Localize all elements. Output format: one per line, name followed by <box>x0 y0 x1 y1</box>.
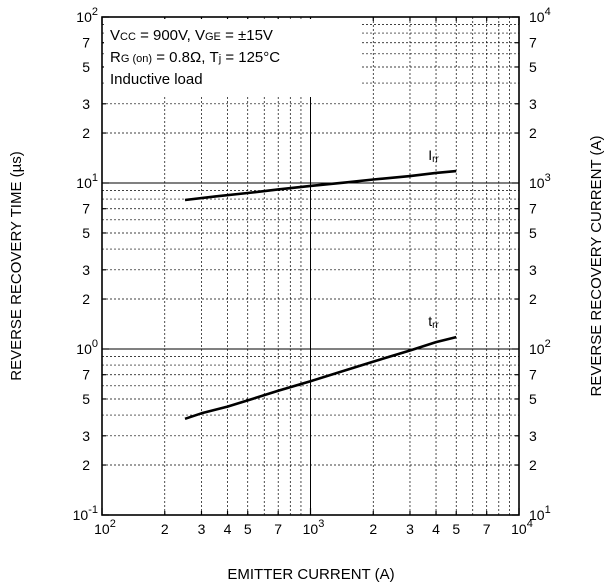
y-left-tick-label: 5 <box>82 225 90 241</box>
x-tick-label: 104 <box>511 518 533 537</box>
x-tick-labels: 102 2 3 4 5 7 103 2 3 4 5 7 104 <box>94 518 533 537</box>
series-group: Irr trr <box>184 147 457 421</box>
series-label-trr: trr <box>428 313 439 331</box>
x-tick-label: 2 <box>161 521 169 537</box>
y-left-tick-label: 5 <box>82 391 90 407</box>
y-right-tick-label: 102 <box>529 338 551 357</box>
x-tick-label: 7 <box>483 521 491 537</box>
y-left-tick-label: 2 <box>82 457 90 473</box>
x-tick-label: 5 <box>244 521 252 537</box>
y-right-tick-labels: 101 2 3 5 7 102 2 3 5 7 103 2 3 5 7 104 <box>529 6 551 523</box>
y-right-tick-label: 104 <box>529 6 551 25</box>
x-tick-label: 3 <box>198 521 206 537</box>
annotation-line: RG (on) = 0.8Ω, Tj = 125°C <box>110 49 280 66</box>
y-right-tick-label: 7 <box>529 35 537 51</box>
y-left-tick-label: 7 <box>82 367 90 383</box>
x-tick-label: 3 <box>406 521 414 537</box>
x-tick-label: 102 <box>94 518 116 537</box>
x-tick-label: 4 <box>224 521 232 537</box>
x-tick-label: 7 <box>274 521 282 537</box>
series-line-Irr <box>184 169 457 202</box>
y-left-tick-label: 2 <box>82 125 90 141</box>
y-right-tick-label: 2 <box>529 125 537 141</box>
y-left-tick-label: 10-1 <box>73 504 98 523</box>
y-right-tick-label: 3 <box>529 428 537 444</box>
y-left-tick-label: 2 <box>82 291 90 307</box>
x-tick-label: 103 <box>303 518 325 537</box>
annotation-box: VCC = 900V, VGE = ±15V RG (on) = 0.8Ω, Tj… <box>104 19 362 97</box>
annotation-background <box>104 19 362 97</box>
y-right-tick-label: 7 <box>529 201 537 217</box>
x-tick-label: 4 <box>432 521 440 537</box>
y-right-tick-label: 101 <box>529 504 551 523</box>
series-label-Irr: Irr <box>428 147 439 165</box>
y-right-tick-label: 2 <box>529 457 537 473</box>
y-right-tick-label: 2 <box>529 291 537 307</box>
y-right-tick-label: 3 <box>529 262 537 278</box>
y-right-axis-title: REVERSE RECOVERY CURRENT (A) <box>588 136 605 397</box>
y-left-tick-label: 102 <box>76 6 98 25</box>
y-right-tick-label: 5 <box>529 391 537 407</box>
x-tick-label: 2 <box>369 521 377 537</box>
y-left-tick-label: 3 <box>82 262 90 278</box>
y-left-tick-label: 101 <box>76 172 98 191</box>
y-left-tick-label: 100 <box>76 338 98 357</box>
y-left-axis-title: REVERSE RECOVERY TIME (µs) <box>8 151 25 381</box>
annotation-line: VCC = 900V, VGE = ±15V <box>110 27 273 44</box>
y-right-tick-label: 3 <box>529 96 537 112</box>
y-left-tick-label: 7 <box>82 201 90 217</box>
annotation-line: Inductive load <box>110 71 203 88</box>
x-tick-label: 5 <box>452 521 460 537</box>
y-left-tick-label: 5 <box>82 59 90 75</box>
plot-frame <box>101 16 520 516</box>
y-left-tick-label: 3 <box>82 96 90 112</box>
y-right-tick-label: 7 <box>529 367 537 383</box>
y-left-tick-label: 7 <box>82 35 90 51</box>
y-right-tick-label: 103 <box>529 172 551 191</box>
x-axis-title: EMITTER CURRENT (A) <box>227 566 394 583</box>
y-right-tick-label: 5 <box>529 59 537 75</box>
y-left-tick-labels: 10-1 2 3 5 7 100 2 3 5 7 101 2 3 5 7 102 <box>73 6 98 523</box>
y-left-tick-label: 3 <box>82 428 90 444</box>
y-right-tick-label: 5 <box>529 225 537 241</box>
series-line-trr <box>184 335 457 421</box>
